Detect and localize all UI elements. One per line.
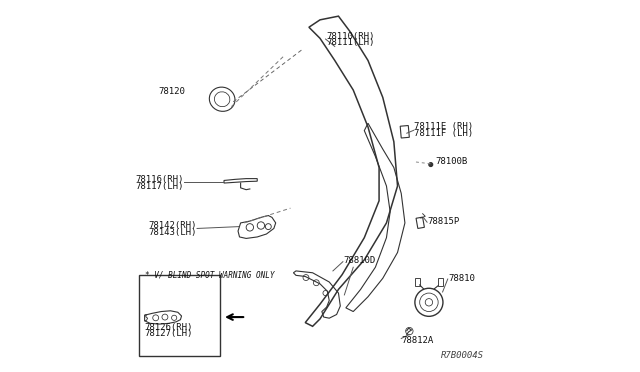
Text: 78117(LH): 78117(LH) — [136, 182, 184, 190]
Bar — [415, 278, 420, 286]
Text: R7B0004S: R7B0004S — [442, 351, 484, 360]
Text: 78111F (LH): 78111F (LH) — [414, 129, 473, 138]
Bar — [416, 217, 424, 228]
Text: 78110(RH): 78110(RH) — [326, 32, 375, 41]
Bar — [139, 275, 220, 356]
Text: 78812A: 78812A — [401, 336, 433, 345]
Text: 78126(RH): 78126(RH) — [145, 323, 193, 331]
Text: 78143(LH): 78143(LH) — [148, 228, 196, 237]
Text: 78815P: 78815P — [428, 217, 460, 225]
Text: 78810: 78810 — [449, 274, 476, 283]
Text: 78142(RH): 78142(RH) — [148, 221, 196, 230]
Text: 78100B: 78100B — [435, 157, 467, 166]
Text: 78810D: 78810D — [343, 256, 376, 266]
Circle shape — [429, 163, 433, 166]
Text: * V/ BLIND SPOT WARNING ONLY: * V/ BLIND SPOT WARNING ONLY — [145, 270, 274, 279]
Text: 78120: 78120 — [158, 87, 185, 96]
Bar — [438, 278, 443, 286]
Bar — [400, 125, 410, 138]
Text: 78116(RH): 78116(RH) — [136, 175, 184, 184]
Text: 78127(LH): 78127(LH) — [145, 329, 193, 338]
Text: 78111(LH): 78111(LH) — [326, 38, 375, 47]
Text: 78111E (RH): 78111E (RH) — [414, 122, 473, 131]
